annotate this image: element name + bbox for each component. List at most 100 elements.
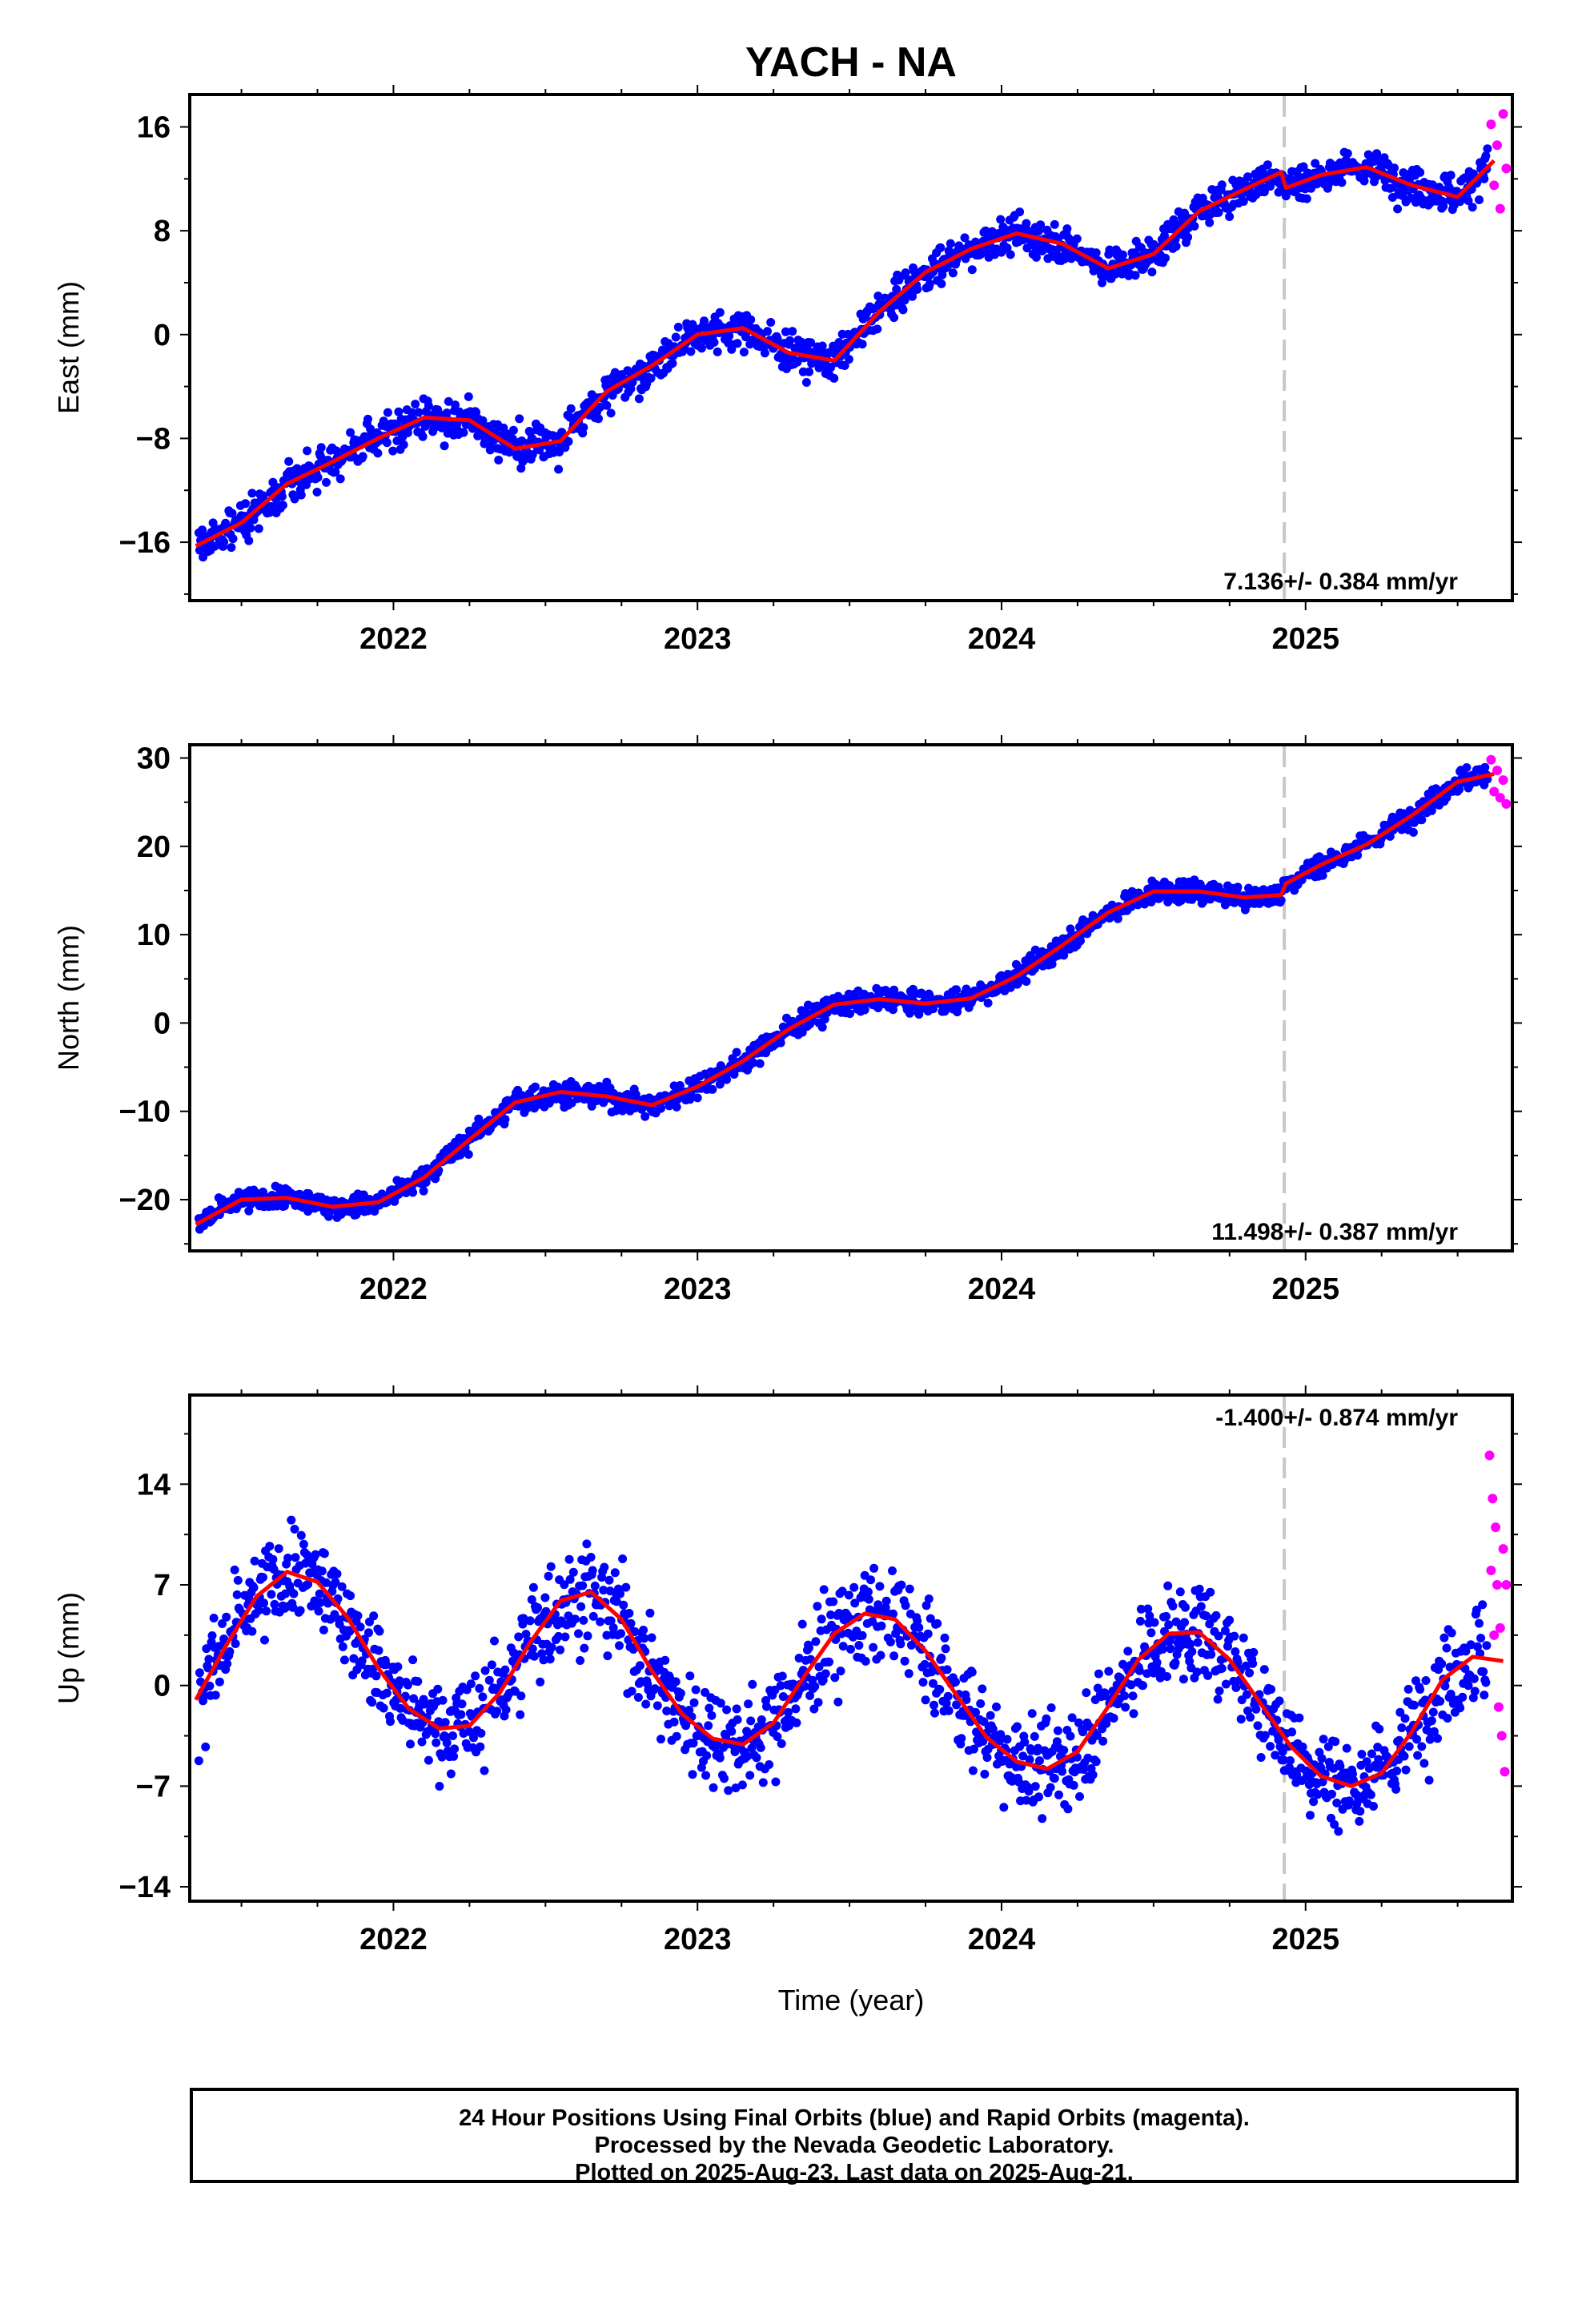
east-final-orbit-point xyxy=(1243,172,1252,182)
east-final-orbit-point xyxy=(1343,149,1352,159)
east-final-orbit-point xyxy=(760,348,769,358)
up-final-orbit-point xyxy=(283,1554,293,1562)
north-final-orbit-point xyxy=(672,1102,681,1112)
up-final-orbit-point xyxy=(1058,1767,1067,1776)
east-rapid-orbit-point xyxy=(1501,163,1512,174)
up-final-orbit-point xyxy=(1399,1751,1409,1761)
east-rapid-orbit-point xyxy=(1492,140,1503,151)
up-final-orbit-point xyxy=(1319,1735,1328,1744)
up-rate-label: -1.400+/- 0.874 mm/yr xyxy=(1215,1405,1458,1431)
up-final-orbit-point xyxy=(709,1783,718,1792)
up-final-orbit-point xyxy=(869,1642,878,1652)
up-final-orbit-point xyxy=(1470,1687,1480,1696)
up-final-orbit-point xyxy=(771,1777,781,1787)
east-final-orbit-point xyxy=(1481,151,1491,161)
up-final-orbit-point xyxy=(564,1554,574,1564)
east-final-orbit-point xyxy=(1031,252,1041,262)
up-final-orbit-point xyxy=(930,1700,938,1710)
up-final-orbit-point xyxy=(897,1580,906,1590)
up-final-orbit-point xyxy=(1186,1639,1195,1649)
up-final-orbit-point xyxy=(942,1699,951,1708)
up-final-orbit-point xyxy=(364,1628,373,1638)
up-final-orbit-point xyxy=(733,1715,742,1724)
up-final-orbit-point xyxy=(1253,1721,1263,1731)
north-rapid-orbit-point xyxy=(1489,786,1500,797)
up-final-orbit-point xyxy=(600,1562,609,1572)
east-final-orbit-point xyxy=(834,338,844,347)
north-final-orbit-point xyxy=(1408,827,1418,837)
east-final-orbit-point xyxy=(394,407,404,416)
up-y-tick-label: 14 xyxy=(137,1468,171,1502)
up-final-orbit-point xyxy=(1082,1688,1091,1698)
up-final-orbit-point xyxy=(247,1626,257,1636)
up-final-orbit-point xyxy=(576,1656,585,1665)
up-final-orbit-point xyxy=(982,1753,992,1763)
up-final-orbit-point xyxy=(813,1602,822,1611)
up-final-orbit-point xyxy=(1306,1811,1315,1820)
up-final-orbit-point xyxy=(689,1698,699,1707)
east-final-orbit-point xyxy=(1130,271,1140,280)
east-final-orbit-point xyxy=(1435,183,1444,192)
up-final-orbit-point xyxy=(546,1562,556,1571)
east-final-orbit-point xyxy=(1468,203,1477,212)
east-final-orbit-point xyxy=(1359,176,1369,186)
up-x-tick-label: 2025 xyxy=(1271,1923,1339,1956)
up-final-orbit-point xyxy=(995,1736,1005,1746)
north-rapid-orbit-point xyxy=(1498,775,1508,786)
east-final-orbit-point xyxy=(1446,171,1456,180)
east-final-orbit-point xyxy=(411,400,420,409)
north-final-orbit-point xyxy=(962,984,971,994)
up-final-orbit-point xyxy=(685,1671,695,1681)
east-final-orbit-point xyxy=(459,428,468,437)
up-final-orbit-point xyxy=(529,1651,539,1661)
up-final-orbit-point xyxy=(640,1634,649,1643)
up-final-orbit-point xyxy=(288,1602,298,1612)
up-final-orbit-point xyxy=(346,1591,355,1601)
up-final-orbit-point xyxy=(202,1644,211,1654)
up-final-orbit-point xyxy=(830,1673,840,1683)
up-final-orbit-point xyxy=(1482,1641,1492,1651)
east-final-orbit-point xyxy=(1372,149,1382,159)
up-final-orbit-point xyxy=(1092,1731,1102,1740)
east-final-orbit-point xyxy=(579,423,588,432)
east-final-orbit-point xyxy=(1217,180,1227,190)
up-final-orbit-point xyxy=(639,1626,648,1634)
up-final-orbit-point xyxy=(671,1677,681,1687)
east-final-orbit-point xyxy=(739,348,749,357)
up-final-orbit-point xyxy=(501,1705,511,1715)
up-final-orbit-point xyxy=(933,1618,942,1628)
up-final-orbit-point xyxy=(1342,1743,1351,1753)
up-y-tick-label: −14 xyxy=(119,1871,171,1904)
up-final-orbit-point xyxy=(701,1687,710,1697)
up-final-orbit-point xyxy=(290,1525,299,1534)
up-final-orbit-point xyxy=(758,1778,768,1787)
north-x-tick-label: 2024 xyxy=(968,1273,1036,1306)
east-final-orbit-point xyxy=(960,233,970,243)
up-final-orbit-point xyxy=(929,1679,938,1688)
east-final-orbit-point xyxy=(508,425,518,435)
up-final-orbit-point xyxy=(1481,1678,1491,1687)
up-final-orbit-point xyxy=(901,1601,910,1610)
up-rapid-orbit-point xyxy=(1488,1494,1498,1504)
up-final-orbit-point xyxy=(1366,1790,1375,1799)
east-y-tick-label: −16 xyxy=(119,526,171,560)
east-final-orbit-point xyxy=(414,408,424,417)
east-final-orbit-point xyxy=(1171,242,1181,251)
up-final-orbit-point xyxy=(1025,1755,1034,1764)
up-final-orbit-point xyxy=(864,1594,873,1604)
up-final-orbit-point xyxy=(914,1622,924,1632)
up-final-orbit-point xyxy=(904,1669,913,1679)
up-final-orbit-point xyxy=(574,1629,583,1638)
up-final-orbit-point xyxy=(449,1751,459,1761)
up-final-orbit-point xyxy=(1437,1659,1447,1669)
east-rapid-orbit-point xyxy=(1495,203,1505,214)
east-rapid-orbit-points xyxy=(1486,109,1512,214)
up-final-orbit-point xyxy=(353,1611,363,1621)
up-final-orbit-point xyxy=(1195,1584,1204,1594)
east-final-orbit-point xyxy=(1105,245,1114,255)
up-final-orbit-point xyxy=(570,1614,580,1624)
up-rapid-orbit-point xyxy=(1484,1450,1495,1461)
up-final-orbit-point xyxy=(201,1742,211,1751)
east-final-orbit-point xyxy=(946,239,955,248)
up-final-orbit-point xyxy=(869,1563,879,1573)
